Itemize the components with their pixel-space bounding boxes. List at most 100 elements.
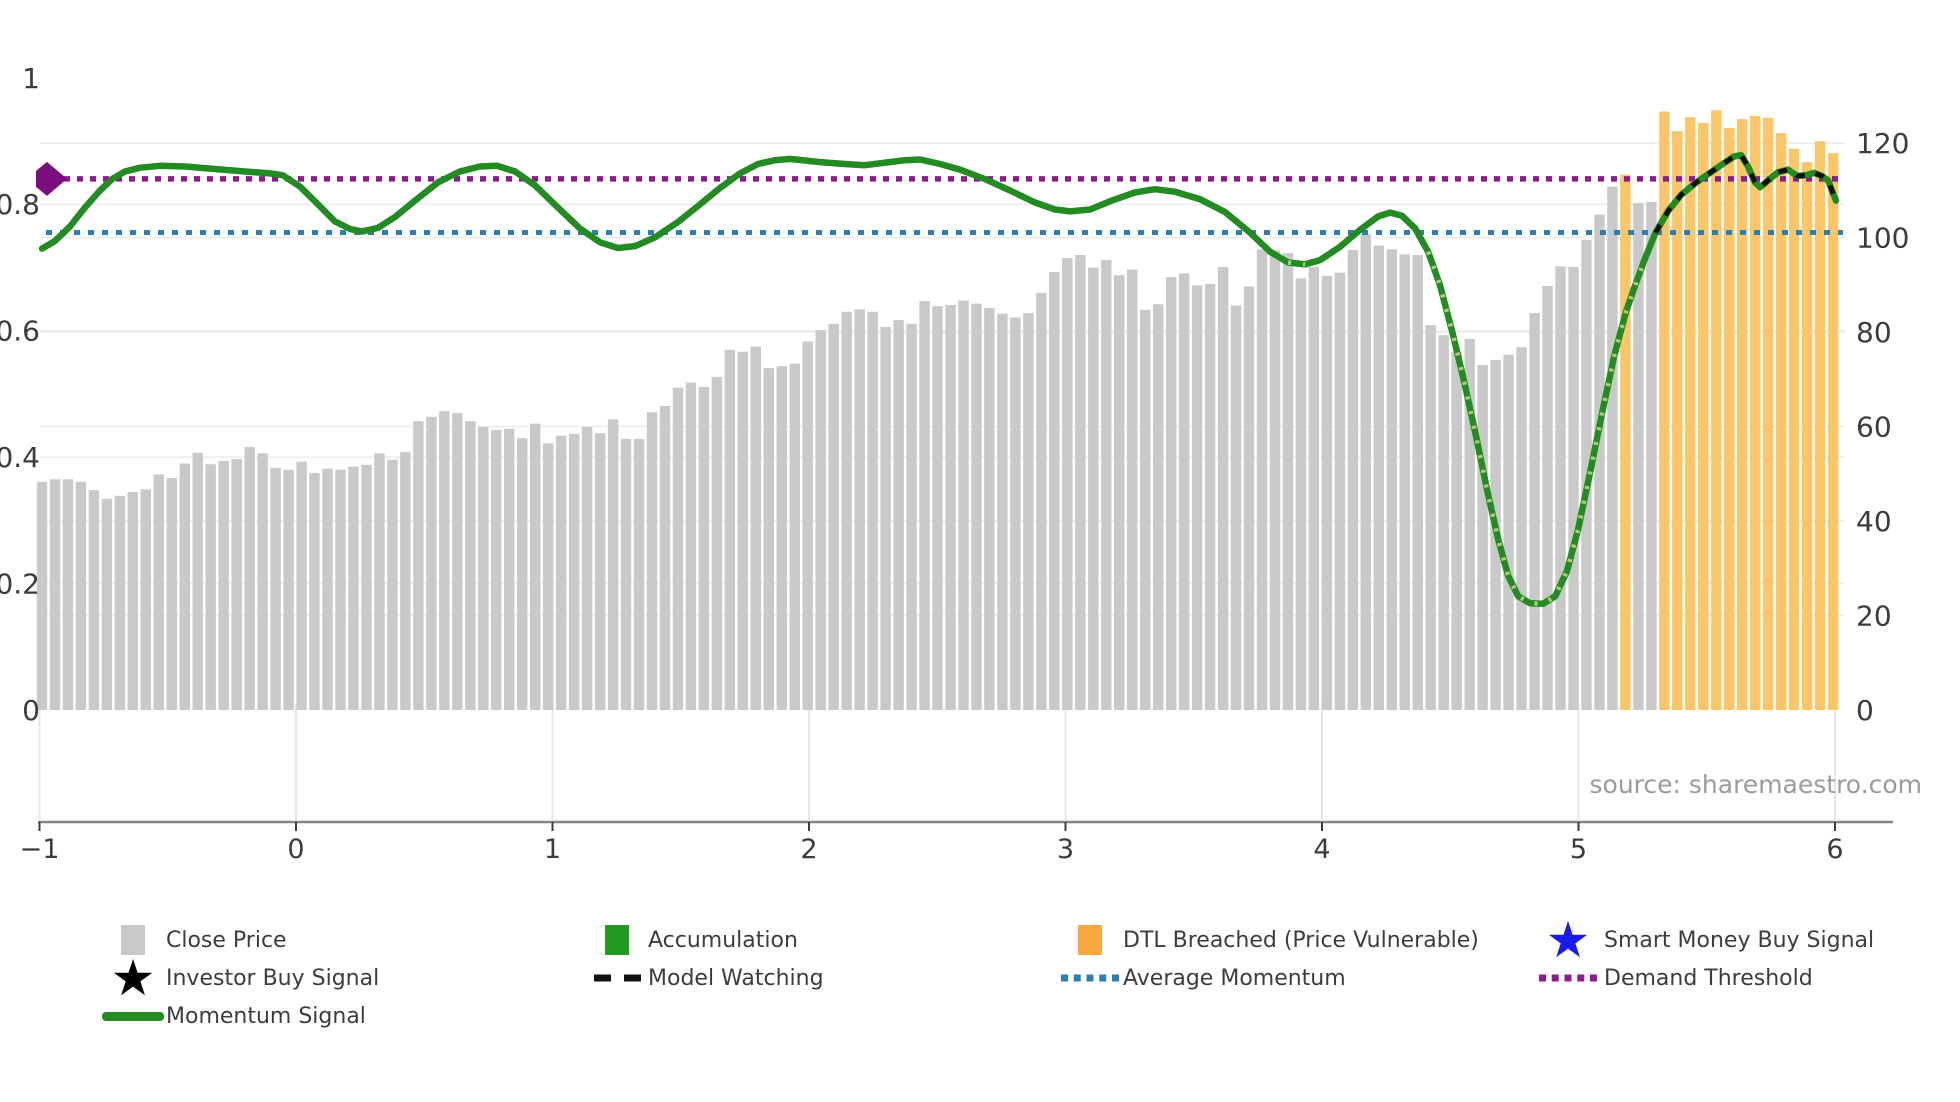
dtl-breached-bar bbox=[1698, 122, 1709, 710]
close-price-bar bbox=[1464, 339, 1475, 710]
close-price-bar bbox=[880, 327, 891, 710]
close-price-bar bbox=[763, 368, 774, 710]
close-price-bar bbox=[1062, 258, 1073, 710]
close-price-bar bbox=[1114, 275, 1125, 710]
close-price-bar bbox=[426, 416, 437, 710]
close-price-bar bbox=[568, 433, 580, 710]
close-price-bar bbox=[75, 481, 87, 710]
close-price-bar bbox=[1243, 286, 1255, 710]
close-price-bar bbox=[517, 438, 528, 710]
x-axis: −1 0 1 2 3 4 5 6 bbox=[20, 822, 1844, 865]
close-price-bar bbox=[1178, 273, 1190, 710]
close-price-bar bbox=[1204, 284, 1216, 710]
close-price-bar bbox=[62, 479, 74, 710]
dtl-breached-bar bbox=[1659, 111, 1670, 710]
close-price-bar bbox=[971, 303, 982, 710]
close-price-bar bbox=[309, 473, 320, 710]
close-price-bar bbox=[530, 423, 541, 710]
close-price-bar bbox=[1088, 267, 1099, 710]
close-price-bar bbox=[1023, 313, 1034, 710]
close-price-bar bbox=[1334, 272, 1346, 710]
close-price-bar bbox=[1075, 255, 1086, 710]
close-price-bar bbox=[296, 461, 307, 710]
close-price-bar bbox=[1347, 249, 1359, 710]
x-tick-label: 4 bbox=[1313, 834, 1330, 865]
close-price-bar bbox=[374, 453, 385, 710]
close-price-bar bbox=[672, 387, 684, 710]
close-price-bar bbox=[1516, 347, 1527, 710]
close-price-bar bbox=[88, 490, 100, 710]
close-price-bar bbox=[1386, 249, 1397, 711]
right-tick-label: 120 bbox=[1856, 127, 1909, 160]
close-price-bar bbox=[867, 311, 878, 710]
right-tick-label: 40 bbox=[1856, 505, 1892, 538]
source-attribution: source: sharemaestro.com bbox=[1589, 770, 1923, 799]
x-tick-label: 1 bbox=[544, 834, 561, 865]
close-price-bar bbox=[1412, 255, 1423, 710]
left-tick-label: 0.4 bbox=[0, 441, 40, 474]
close-price-bar bbox=[737, 351, 748, 710]
close-price-bar bbox=[1360, 234, 1371, 710]
close-price-bar bbox=[140, 489, 151, 710]
close-price-bar bbox=[439, 411, 450, 710]
close-price-bar bbox=[1230, 305, 1242, 710]
close-price-bar bbox=[646, 412, 658, 710]
close-price-bar bbox=[997, 313, 1008, 710]
close-price-bar bbox=[166, 478, 177, 710]
dtl-breached-bar bbox=[1711, 110, 1722, 710]
close-price-bar bbox=[1166, 277, 1177, 710]
close-price-bar bbox=[1451, 351, 1462, 710]
close-price-bar bbox=[581, 426, 593, 710]
close-price-bar bbox=[1295, 278, 1307, 710]
dtl-breached-bar bbox=[1685, 117, 1696, 710]
close-price-bar bbox=[1607, 186, 1618, 710]
close-price-bar bbox=[322, 468, 333, 710]
momentum-signal-line bbox=[38, 151, 1840, 608]
x-tick-label: −1 bbox=[20, 834, 60, 865]
dtl-breached-bar bbox=[1801, 162, 1813, 711]
dtl-breached-bar bbox=[1750, 115, 1761, 710]
close-price-bar bbox=[387, 459, 398, 710]
close-price-bar bbox=[1282, 253, 1294, 710]
dtl-breached-bar bbox=[1724, 127, 1735, 710]
close-price-bar bbox=[724, 349, 736, 710]
close-price-bar bbox=[1217, 267, 1229, 710]
close-price-bar bbox=[1568, 267, 1579, 710]
close-price-bar bbox=[283, 469, 294, 710]
close-price-bar bbox=[1127, 269, 1138, 710]
y-axis-right: 0 20 40 60 80 100 120 bbox=[1856, 127, 1909, 727]
close-price-bar bbox=[257, 453, 268, 710]
dtl-breached-bar bbox=[1788, 148, 1800, 711]
close-price-bar bbox=[478, 426, 489, 710]
close-price-bar bbox=[1646, 201, 1657, 710]
close-price-bar bbox=[192, 452, 203, 710]
close-price-bar bbox=[841, 311, 852, 710]
close-price-bar bbox=[659, 406, 671, 710]
close-price-bar bbox=[452, 413, 463, 710]
close-price-bar bbox=[1101, 260, 1112, 710]
close-price-bar bbox=[1555, 266, 1566, 710]
close-price-bar bbox=[1049, 272, 1060, 710]
close-price-bar bbox=[270, 467, 281, 710]
close-price-bar bbox=[1594, 214, 1605, 710]
close-price-bar bbox=[594, 433, 606, 710]
demand-threshold-marker-icon bbox=[36, 161, 67, 196]
close-price-bar bbox=[491, 430, 502, 710]
right-tick-label: 60 bbox=[1856, 410, 1892, 443]
x-tick-label: 2 bbox=[800, 834, 817, 865]
close-price-bar bbox=[218, 461, 229, 710]
close-price-bar bbox=[750, 346, 761, 710]
left-tick-label: 0.6 bbox=[0, 315, 40, 348]
close-price-bar bbox=[698, 387, 710, 710]
left-tick-label: 0 bbox=[22, 694, 40, 727]
dtl-breached-bar bbox=[1776, 133, 1787, 710]
close-price-bar bbox=[179, 463, 190, 710]
close-price-bar bbox=[1399, 254, 1410, 711]
close-price-bar bbox=[1191, 285, 1203, 710]
close-price-bar bbox=[776, 366, 787, 710]
close-price-bar bbox=[1036, 292, 1047, 710]
close-price-bar bbox=[854, 309, 865, 710]
left-tick-label: 1 bbox=[22, 62, 40, 95]
price-bars bbox=[36, 110, 1839, 711]
